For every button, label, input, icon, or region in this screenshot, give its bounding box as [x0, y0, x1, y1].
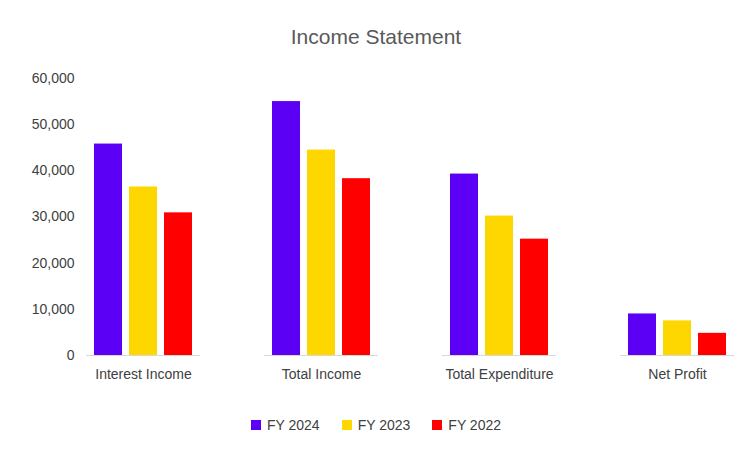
svg-text:20,000: 20,000: [32, 255, 75, 271]
svg-text:Interest Income: Interest Income: [95, 366, 192, 382]
svg-text:60,000: 60,000: [32, 70, 75, 86]
svg-text:10,000: 10,000: [32, 301, 75, 317]
html-text:Income Statement: Income Statement: [290, 25, 462, 48]
html-text:FY 2023: FY 2023: [357, 417, 411, 433]
svg-text:Total Expenditure: Total Expenditure: [445, 366, 553, 382]
svg-text:0: 0: [67, 347, 75, 363]
svg-text:Net Profit: Net Profit: [648, 366, 706, 382]
html-text:FY 2022: FY 2022: [448, 417, 501, 433]
svg-text:30,000: 30,000: [32, 208, 75, 224]
svg-text:50,000: 50,000: [32, 116, 75, 132]
html-text:FY 2024: FY 2024: [267, 417, 320, 433]
svg-text:Total Income: Total Income: [282, 366, 362, 382]
svg-text:40,000: 40,000: [32, 162, 75, 178]
